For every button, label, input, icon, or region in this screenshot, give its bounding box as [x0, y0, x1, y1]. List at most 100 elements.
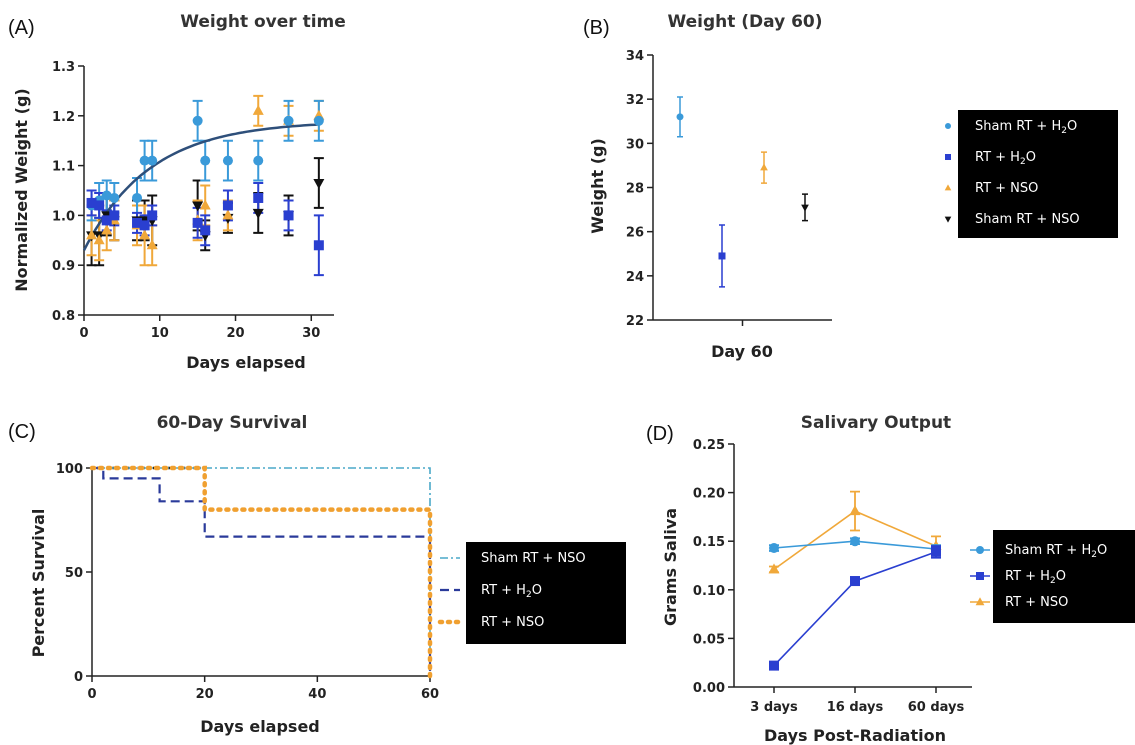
panel-c-line-surv_rt_nso [89, 465, 433, 679]
panel-a-fit-curve [82, 123, 319, 251]
panel-a-title: Weight over time [180, 12, 346, 32]
panel-b-plot-area: 22 24 26 28 30 32 34 [626, 49, 832, 329]
panel-b-y-tick-label: 26 [626, 226, 644, 241]
panel-a-point-sham_h2o [192, 115, 203, 126]
panel-a-y-tick-label: 1.0 [52, 209, 75, 224]
panel-b-legend-label: Sham RT + NSO [975, 212, 1080, 227]
panel-d-point-rt_nso [849, 505, 861, 516]
panel-a-point-rt_nso [93, 234, 105, 245]
panel-d-plot-area: 0.00 0.05 0.10 0.15 0.20 0.25 3 days 16 days 60 … [693, 438, 972, 715]
panel-d-legend-label: RT + H2O [1005, 569, 1066, 586]
panel-d-y-tick-label: 0.20 [693, 487, 725, 502]
panel-c-legend-label: RT + NSO [481, 615, 544, 630]
panel-d-point-rt_nso [768, 563, 780, 574]
panel-b-legend-marker-rt_nso [944, 184, 952, 191]
panel-d-y-tick-label: 0.15 [693, 535, 725, 550]
panel-a-point-rt_h2o [222, 200, 233, 211]
panel-d-xlabel: Days Post-Radiation [764, 726, 946, 745]
panel-c-legend-label: RT + H2O [481, 583, 542, 600]
panel-a-point-rt_nso [199, 199, 211, 210]
panel-a-x-tick-label: 30 [302, 326, 320, 341]
panel-b-y-tick-label: 22 [626, 314, 644, 329]
panel-a-point-sham_h2o [313, 115, 324, 126]
panel-b-legend: Sham RT + H2O RT + H2O RT + NSO Sham RT + N… [944, 110, 1118, 238]
panel-a-x-tick-label: 10 [151, 326, 169, 341]
panel-c-x-tick-label: 60 [421, 687, 439, 702]
panel-c-xlabel: Days elapsed [200, 717, 320, 736]
panel-d-letter: (D) [646, 423, 674, 445]
panel-a-point-sham_h2o [109, 192, 120, 203]
panel-d-y-tick-label: 0.10 [693, 584, 725, 599]
panel-d-legend-label: RT + NSO [1005, 595, 1068, 610]
panel-a-point-rt_nso [139, 229, 151, 240]
panel-b-weight-day-60: (B) Weight (Day 60) Day 60 Weight (g) 22… [583, 12, 1118, 361]
panel-a-x-tick-label: 0 [79, 326, 88, 341]
panel-d-title: Salivary Output [801, 413, 951, 433]
panel-a-xlabel: Days elapsed [186, 353, 306, 372]
panel-a-point-rt_h2o [132, 217, 143, 228]
panel-c-letter: (C) [8, 421, 36, 443]
panel-b-y-tick-label: 34 [626, 49, 644, 64]
panel-d-line-rt_h2o [773, 551, 937, 667]
panel-a-point-sham_h2o [283, 115, 294, 126]
panel-a-point-rt_h2o [147, 210, 158, 221]
panel-b-legend-marker-sham_nso [944, 216, 952, 223]
panel-b-point-sham_h2o [676, 113, 684, 121]
panel-c-legend: Sham RT + NSO RT + H2O RT + NSO [437, 542, 626, 644]
panel-a-point-sham_h2o [222, 155, 233, 166]
panel-c-x-tick-label: 40 [308, 687, 326, 702]
panel-c-survival: (C) 60-Day Survival Days elapsed Percent… [8, 413, 626, 736]
panel-b-ylabel: Weight (g) [588, 138, 607, 234]
panel-d-point-rt_h2o [850, 576, 860, 587]
panel-c-legend-label: Sham RT + NSO [481, 551, 586, 566]
panel-b-y-tick-label: 30 [626, 137, 644, 152]
panel-a-plot-area: 0.8 0.9 1.0 1.1 1.2 1.3 0 10 20 30 [52, 60, 334, 341]
panel-a-point-sham_h2o [132, 192, 143, 203]
panel-d-point-rt_h2o [931, 546, 941, 557]
panel-a-point-rt_nso [222, 209, 234, 220]
panel-b-legend-box [958, 110, 1118, 238]
panel-d-point-sham_h2o [769, 543, 779, 554]
panel-b-legend-marker-rt_h2o [945, 154, 951, 160]
panel-a-point-sham_h2o [253, 155, 264, 166]
panel-a-point-sham_h2o [147, 155, 158, 166]
panel-c-y-tick-label: 100 [56, 462, 83, 477]
panel-a-y-tick-label: 1.2 [52, 110, 75, 125]
panel-a-point-rt_nso [86, 229, 98, 240]
panel-d-x-tick-label: 60 days [908, 700, 965, 715]
panel-a-point-rt_h2o [101, 215, 112, 226]
panel-d-point-sham_h2o [850, 536, 860, 547]
panel-a-point-sham_h2o [101, 190, 112, 201]
panel-b-legend-label: RT + H2O [975, 150, 1036, 167]
panel-b-legend-label: RT + NSO [975, 181, 1038, 196]
panel-a-point-rt_h2o [200, 225, 211, 236]
panel-d-legend-marker-sham_h2o [976, 546, 984, 554]
panel-a-point-rt_nso [252, 104, 264, 115]
panel-a-point-sham_nso [252, 208, 264, 219]
panel-b-y-tick-label: 28 [626, 182, 644, 197]
panel-c-line-surv_rt_h2o [92, 466, 432, 676]
panel-a-point-rt_h2o [192, 217, 203, 228]
panel-a-point-sham_h2o [200, 155, 211, 166]
panel-a-point-sham_nso [192, 201, 204, 212]
panel-d-legend-marker-rt_h2o [976, 572, 984, 580]
panel-d-legend-box [993, 530, 1135, 623]
panel-a-point-rt_nso [146, 239, 158, 250]
panel-a-weight-over-time: (A) Weight over time Days elapsed Normal… [8, 12, 346, 372]
panel-c-title: 60-Day Survival [157, 413, 308, 433]
panel-a-point-rt_h2o [94, 200, 105, 211]
panel-c-x-tick-label: 0 [87, 687, 96, 702]
panel-b-y-tick-label: 24 [626, 270, 644, 285]
panel-d-legend-label: Sham RT + H2O [1005, 543, 1107, 560]
panel-a-point-rt_h2o [86, 197, 97, 208]
panel-a-x-tick-label: 20 [226, 326, 244, 341]
panel-a-point-rt_h2o [253, 192, 264, 203]
panel-c-legend-box [466, 542, 626, 644]
panel-a-point-sham_nso [313, 179, 325, 190]
panel-a-ylabel: Normalized Weight (g) [12, 88, 31, 291]
panel-b-legend-label: Sham RT + H2O [975, 119, 1077, 136]
panel-a-y-tick-label: 0.8 [52, 309, 75, 324]
panel-c-plot-area: 0 50 100 0 20 40 60 [56, 462, 439, 702]
panel-a-point-rt_h2o [139, 220, 150, 231]
